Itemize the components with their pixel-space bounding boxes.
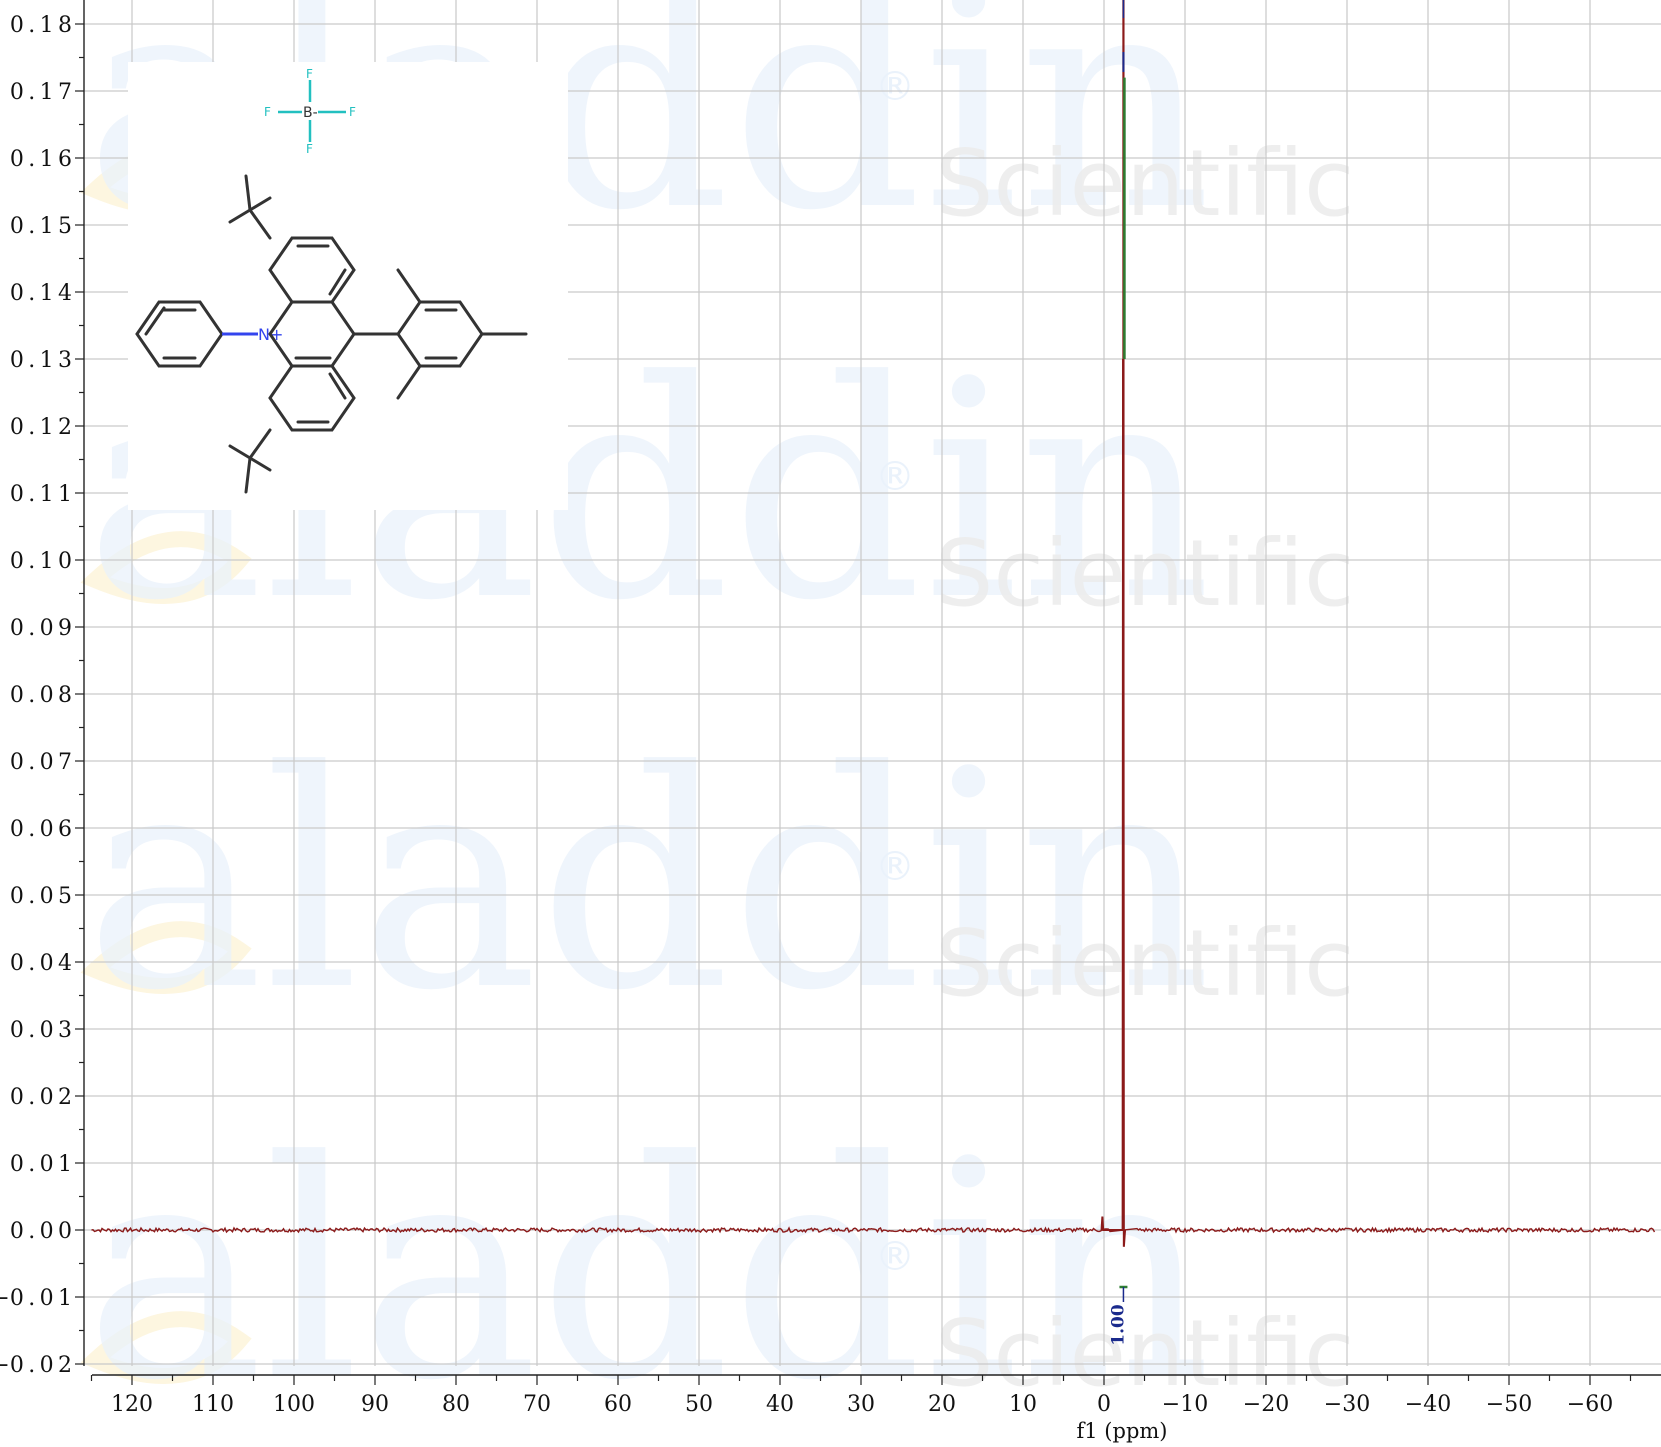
x-tick-label: −20 <box>1243 1392 1289 1417</box>
x-tick-label: 80 <box>442 1392 470 1417</box>
watermark-reg-1: ® <box>875 64 915 110</box>
y-tick-label: 0 . 1 7 <box>10 80 72 105</box>
y-tick-label: 0 . 0 1 <box>10 1152 72 1177</box>
watermark-sub-1: Scientific <box>935 130 1355 237</box>
x-tick-label: 60 <box>604 1392 632 1417</box>
y-tick-label: 0 . 0 8 <box>10 683 72 708</box>
y-tick-label: 0 . 0 7 <box>10 750 72 775</box>
y-tick-label: 0 . 1 0 <box>10 549 72 574</box>
x-tick-label: −60 <box>1567 1392 1613 1417</box>
annotations: 1.00 <box>1108 0 1128 1346</box>
chemical-structure: F F F F B- N+ <box>135 67 528 494</box>
y-tick-label: 0 . 1 6 <box>10 147 72 172</box>
x-tick-label: −40 <box>1405 1392 1451 1417</box>
y-tick-label: 0 . 0 9 <box>10 616 72 641</box>
y-tick-label: 0 . 0 6 <box>10 817 72 842</box>
x-tick-label: 50 <box>685 1392 713 1417</box>
x-tick-label: 120 <box>111 1392 153 1417</box>
x-tick-label: 0 <box>1097 1392 1111 1417</box>
y-tick-label: 0 . 1 3 <box>10 348 72 373</box>
x-tick-label: −50 <box>1486 1392 1532 1417</box>
phenyl-ring <box>135 300 258 368</box>
y-tick-label: 0 . 1 8 <box>10 13 72 38</box>
atom-boron: B- <box>303 105 318 121</box>
y-tick-label: 0 . 0 0 <box>10 1219 72 1244</box>
y-tick-label: −0 . 0 1 <box>0 1286 72 1311</box>
atom-f-top: F <box>306 67 313 81</box>
integral-label: 1.00 <box>1108 1304 1128 1346</box>
tetrafluoroborate-anion: F F F F B- <box>264 67 356 156</box>
x-tick-label: 110 <box>192 1392 234 1417</box>
watermark-logo-3: aladdin <box>85 707 1212 1056</box>
y-tick-label: 0 . 1 4 <box>10 281 72 306</box>
x-axis-title: f1 (ppm) <box>1077 1419 1168 1443</box>
y-tick-label: 0 . 0 5 <box>10 884 72 909</box>
y-tick-label: 0 . 1 2 <box>10 415 72 440</box>
watermark-reg-3: ® <box>875 844 915 890</box>
watermark-reg-2: ® <box>875 454 915 500</box>
mesityl-ring <box>352 268 528 400</box>
x-tick-label: 100 <box>273 1392 315 1417</box>
x-tick-label: −30 <box>1324 1392 1370 1417</box>
y-tick-label: 0 . 1 1 <box>10 482 72 507</box>
watermark-reg-4: ® <box>875 1234 915 1280</box>
watermark-logo-4: aladdin <box>85 1097 1212 1446</box>
watermark-sub-3: Scientific <box>935 910 1355 1017</box>
atom-f-left: F <box>264 105 271 119</box>
x-tick-label: 90 <box>361 1392 389 1417</box>
y-tick-label: 0 . 0 2 <box>10 1085 72 1110</box>
x-tick-label: 40 <box>766 1392 794 1417</box>
y-tick-label: 0 . 1 5 <box>10 214 72 239</box>
structure-backdrop <box>128 62 568 510</box>
spectrum-baseline <box>91 1226 1656 1234</box>
x-tick-label: −10 <box>1162 1392 1208 1417</box>
y-tick-label: −0 . 0 2 <box>0 1353 72 1378</box>
y-tick-label: 0 . 0 4 <box>10 951 72 976</box>
x-tick-label: 70 <box>523 1392 551 1417</box>
atom-f-right: F <box>349 105 356 119</box>
watermark-sub-4: Scientific <box>935 1300 1355 1407</box>
y-tick-label: 0 . 0 3 <box>10 1018 72 1043</box>
watermark-sub-2: Scientific <box>935 520 1355 627</box>
atom-f-bottom: F <box>306 142 313 156</box>
x-tick-label: 20 <box>928 1392 956 1417</box>
x-tick-label: 30 <box>847 1392 875 1417</box>
x-tick-label: 10 <box>1009 1392 1037 1417</box>
